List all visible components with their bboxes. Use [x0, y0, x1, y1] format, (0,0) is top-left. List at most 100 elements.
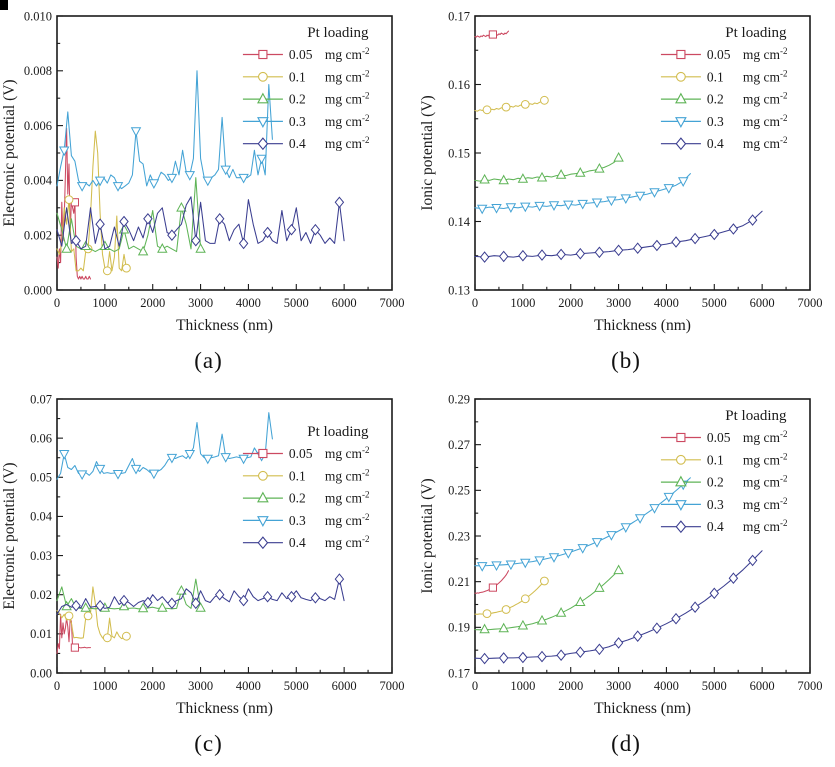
triangle-up-marker — [574, 596, 586, 606]
diamond-marker — [670, 612, 681, 625]
legend-entry-unit: mg cm-2 — [325, 467, 370, 483]
legend-entry-unit: mg cm-2 — [325, 68, 370, 84]
triangle-down-marker — [576, 544, 588, 554]
legend-entry-unit: mg cm-2 — [325, 113, 370, 129]
series-line-0.4 — [56, 578, 345, 615]
legend-entry-0.1: 0.1 mg cm-2 — [242, 467, 370, 483]
legend-entry-value: 0.3 — [706, 114, 723, 129]
diamond-marker — [119, 215, 129, 228]
triangle-down-marker — [648, 188, 660, 198]
diamond-marker — [575, 646, 585, 658]
square-marker — [258, 448, 268, 459]
scan-artifact — [0, 0, 8, 10]
x-tick-label: 6000 — [749, 679, 774, 693]
legend-entry-value: 0.2 — [706, 475, 723, 490]
diamond-marker — [536, 249, 547, 261]
x-tick-label: 4000 — [236, 296, 261, 310]
y-tick-label: 0.07 — [30, 392, 52, 406]
x-tick-label: 1000 — [92, 296, 117, 310]
y-tick-label: 0.05 — [30, 471, 52, 485]
legend-entry-unit: mg cm-2 — [742, 91, 787, 107]
circle-marker — [83, 611, 93, 621]
circle-marker — [122, 263, 131, 273]
diamond-marker — [536, 650, 547, 663]
triangle-down-marker — [634, 514, 645, 524]
triangle-down-marker — [519, 202, 531, 213]
triangle-up-marker — [536, 614, 547, 625]
y-axis-label: Electronic potential (V) — [1, 79, 18, 226]
y-tick-label: 0.19 — [448, 621, 470, 635]
diamond-marker — [286, 590, 297, 603]
triangle-down-marker — [130, 464, 142, 475]
triangle-down-marker — [490, 204, 502, 214]
x-axis-label: Thickness (nm) — [176, 700, 273, 717]
y-tick-label: 0.01 — [30, 627, 52, 641]
y-tick-label: 0.02 — [30, 588, 52, 602]
legend-entry-0.05: 0.05 mg cm-2 — [660, 429, 787, 445]
legend-entry-value: 0.1 — [706, 69, 723, 84]
legend-entry-0.2: 0.2 mg cm-2 — [660, 474, 787, 490]
legend-entry-value: 0.05 — [706, 47, 730, 62]
triangle-down-marker — [591, 198, 602, 209]
y-axis-label: Ionic potential (V) — [419, 478, 436, 593]
legend-entry-0.1: 0.1 mg cm-2 — [660, 451, 787, 467]
axis-ticks — [56, 398, 393, 674]
x-tick-label: 2000 — [558, 296, 583, 310]
x-tick-label: 0 — [54, 679, 60, 693]
triangle-down-marker — [674, 117, 687, 128]
legend-entry-value: 0.4 — [289, 535, 306, 550]
triangle-down-marker — [112, 182, 124, 192]
diamond-marker — [675, 520, 686, 534]
x-tick-label: 0 — [471, 296, 477, 310]
triangle-down-marker — [562, 200, 574, 211]
diamond-marker — [594, 246, 604, 259]
legend-entry-unit: mg cm-2 — [325, 534, 370, 550]
plot-frame — [473, 15, 811, 291]
x-tick-label: 2000 — [140, 679, 165, 693]
diamond-marker — [555, 248, 566, 261]
legend-entry-value: 0.3 — [706, 497, 723, 512]
x-tick-label: 7000 — [380, 296, 405, 310]
y-tick-label: 0.04 — [30, 510, 53, 524]
x-tick-label: 0 — [471, 679, 477, 693]
x-axis-label: Thickness (nm) — [594, 700, 691, 717]
legend-entry-unit: mg cm-2 — [325, 135, 370, 151]
circle-marker — [501, 605, 510, 614]
subplot-d-caption: (d) — [611, 731, 641, 756]
triangle-up-marker — [517, 619, 528, 630]
y-tick-label: 0.004 — [24, 174, 53, 188]
diamond-marker — [310, 592, 321, 604]
legend-entry-unit: mg cm-2 — [742, 474, 787, 490]
legend-entry-0.4: 0.4 mg cm-2 — [660, 135, 787, 151]
diamond-marker — [498, 250, 508, 263]
legend-entry-0.2: 0.2 mg cm-2 — [660, 91, 787, 107]
circle-marker — [675, 454, 686, 465]
triangle-down-marker — [674, 500, 687, 511]
circle-marker — [675, 71, 686, 82]
x-tick-label: 2000 — [558, 679, 583, 693]
y-tick-label: 0.002 — [24, 229, 52, 243]
triangle-down-marker — [533, 201, 545, 212]
triangle-down-marker — [591, 538, 602, 548]
legend-entry-value: 0.3 — [289, 513, 306, 528]
triangle-up-marker — [157, 243, 168, 253]
legend-entry-unit: mg cm-2 — [742, 451, 787, 467]
triangle-up-marker — [176, 584, 187, 595]
diamond-marker — [613, 637, 623, 649]
y-tick-label: 0.17 — [448, 9, 470, 23]
legend-entry-unit: mg cm-2 — [325, 490, 370, 506]
triangle-up-marker — [593, 582, 605, 592]
triangle-down-marker — [562, 549, 574, 559]
triangle-up-marker — [137, 602, 149, 613]
legend-entry-value: 0.05 — [706, 430, 730, 445]
triangle-up-marker — [257, 92, 269, 104]
circle-marker — [122, 631, 131, 641]
triangle-down-marker — [257, 117, 269, 128]
triangle-down-marker — [605, 196, 617, 207]
triangle-down-marker — [148, 179, 160, 189]
square-marker — [488, 30, 497, 39]
y-tick-label: 0.16 — [448, 78, 470, 92]
legend-entry-unit: mg cm-2 — [325, 512, 370, 528]
legend-entry-unit: mg cm-2 — [742, 518, 787, 534]
x-tick-label: 2000 — [140, 296, 165, 310]
